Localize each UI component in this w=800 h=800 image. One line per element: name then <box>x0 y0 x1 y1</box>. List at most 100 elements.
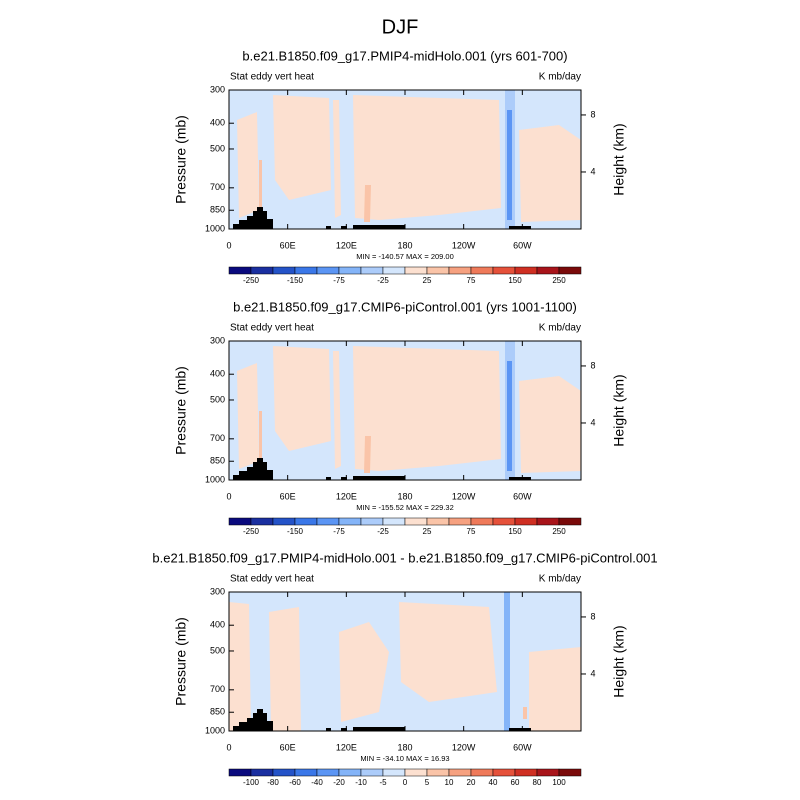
colorbar-box <box>316 266 340 275</box>
figure-title: DJF <box>382 16 419 38</box>
x-tick-label: 120E <box>336 491 357 501</box>
contour-field <box>229 592 581 731</box>
min-max: MIN = -155.52 MAX = 229.32 <box>356 503 454 512</box>
x-tick-label: 180 <box>397 240 412 250</box>
colorbar-box <box>272 266 296 275</box>
x-tick-label: 60E <box>280 491 296 501</box>
colorbar-box <box>360 266 384 275</box>
x-tick-label: 120W <box>452 491 476 501</box>
right-label: K mb/day <box>539 323 581 334</box>
colorbar-label: -20 <box>333 778 345 787</box>
min-max: MIN = -140.57 MAX = 209.00 <box>356 252 454 261</box>
colorbar-box <box>404 266 428 275</box>
y2-tick-label: 8 <box>590 611 595 621</box>
colorbar-box <box>360 768 384 777</box>
colorbar-box <box>514 768 538 777</box>
x-tick-label: 60E <box>280 742 296 752</box>
colorbar-box <box>404 768 428 777</box>
colorbar-box <box>514 266 538 275</box>
colorbar-label: 250 <box>552 276 566 285</box>
y-tick-label: 850 <box>210 205 225 215</box>
colorbar-box <box>382 768 406 777</box>
colorbar-box <box>426 266 450 275</box>
y2-tick-label: 4 <box>590 417 595 427</box>
colorbar-label: -25 <box>377 527 389 536</box>
colorbar-box <box>426 768 450 777</box>
y2-tick-label: 8 <box>590 360 595 370</box>
colorbar-box <box>382 517 406 526</box>
colorbar-label: 75 <box>467 527 476 536</box>
colorbar-label: -250 <box>243 527 260 536</box>
colorbar-box <box>492 266 516 275</box>
colorbar-box <box>294 768 318 777</box>
colorbar-label: 10 <box>445 778 454 787</box>
colorbar-label: 75 <box>467 276 476 285</box>
y2-tick-label: 4 <box>590 166 595 176</box>
colorbar-box <box>250 517 274 526</box>
colorbar-label: -40 <box>311 778 323 787</box>
x-tick-label: 0 <box>226 491 231 501</box>
y2-tick-label: 8 <box>590 109 595 119</box>
colorbar-label: -10 <box>355 778 367 787</box>
colorbar-label: 100 <box>552 778 566 787</box>
panel-title: b.e21.B1850.f09_g17.PMIP4-midHolo.001 (y… <box>242 48 567 63</box>
x-tick-label: 120W <box>452 240 476 250</box>
colorbar-box <box>272 517 296 526</box>
y-tick-label: 1000 <box>205 474 225 484</box>
colorbar-box <box>558 768 582 777</box>
colorbar-box <box>360 517 384 526</box>
colorbar-label: 60 <box>511 778 520 787</box>
left-label: Stat eddy vert heat <box>230 323 314 334</box>
colorbar-box <box>514 517 538 526</box>
y2-tick-label: 4 <box>590 668 595 678</box>
colorbar-box <box>536 768 560 777</box>
colorbar-box <box>294 266 318 275</box>
colorbar-label: -60 <box>289 778 301 787</box>
x-tick-label: 0 <box>226 240 231 250</box>
y-tick-label: 1000 <box>205 725 225 735</box>
colorbar-box <box>228 768 252 777</box>
colorbar-box <box>250 266 274 275</box>
panel-title: b.e21.B1850.f09_g17.PMIP4-midHolo.001 - … <box>152 550 657 565</box>
colorbar-box <box>404 517 428 526</box>
x-tick-label: 60W <box>513 742 532 752</box>
colorbar-label: 0 <box>403 778 408 787</box>
colorbar-label: 150 <box>508 276 522 285</box>
y-axis-title: Pressure (mb) <box>173 617 189 706</box>
colorbar-box <box>228 266 252 275</box>
x-tick-label: 60E <box>280 240 296 250</box>
colorbar-label: 25 <box>423 276 432 285</box>
y-axis-title: Pressure (mb) <box>173 366 189 455</box>
y-axis-title: Pressure (mb) <box>173 115 189 204</box>
colorbar-label: 20 <box>467 778 476 787</box>
y-tick-label: 1000 <box>205 223 225 233</box>
y2-axis-title: Height (km) <box>611 625 627 697</box>
contour-field <box>229 90 581 229</box>
contour-field <box>229 341 581 480</box>
y-tick-label: 850 <box>210 456 225 466</box>
colorbar-label: 80 <box>533 778 542 787</box>
y-tick-label: 700 <box>210 684 225 694</box>
min-max: MIN = -34.10 MAX = 16.93 <box>360 754 449 763</box>
y-tick-label: 400 <box>210 620 225 630</box>
colorbar-label: 40 <box>489 778 498 787</box>
colorbar-box <box>338 266 362 275</box>
colorbar-box <box>382 266 406 275</box>
colorbar-label: -150 <box>287 276 304 285</box>
colorbar-label: -80 <box>267 778 279 787</box>
left-label: Stat eddy vert heat <box>230 574 314 585</box>
x-tick-label: 120E <box>336 742 357 752</box>
colorbar-label: -75 <box>333 527 345 536</box>
colorbar-label: 250 <box>552 527 566 536</box>
colorbar-box <box>448 266 472 275</box>
x-tick-label: 120W <box>452 742 476 752</box>
colorbar-box <box>536 517 560 526</box>
right-label: K mb/day <box>539 574 581 585</box>
y-tick-label: 850 <box>210 707 225 717</box>
colorbar-box <box>492 517 516 526</box>
y2-axis-title: Height (km) <box>611 123 627 195</box>
colorbar-box <box>338 517 362 526</box>
right-label: K mb/day <box>539 72 581 83</box>
colorbar-box <box>470 266 494 275</box>
